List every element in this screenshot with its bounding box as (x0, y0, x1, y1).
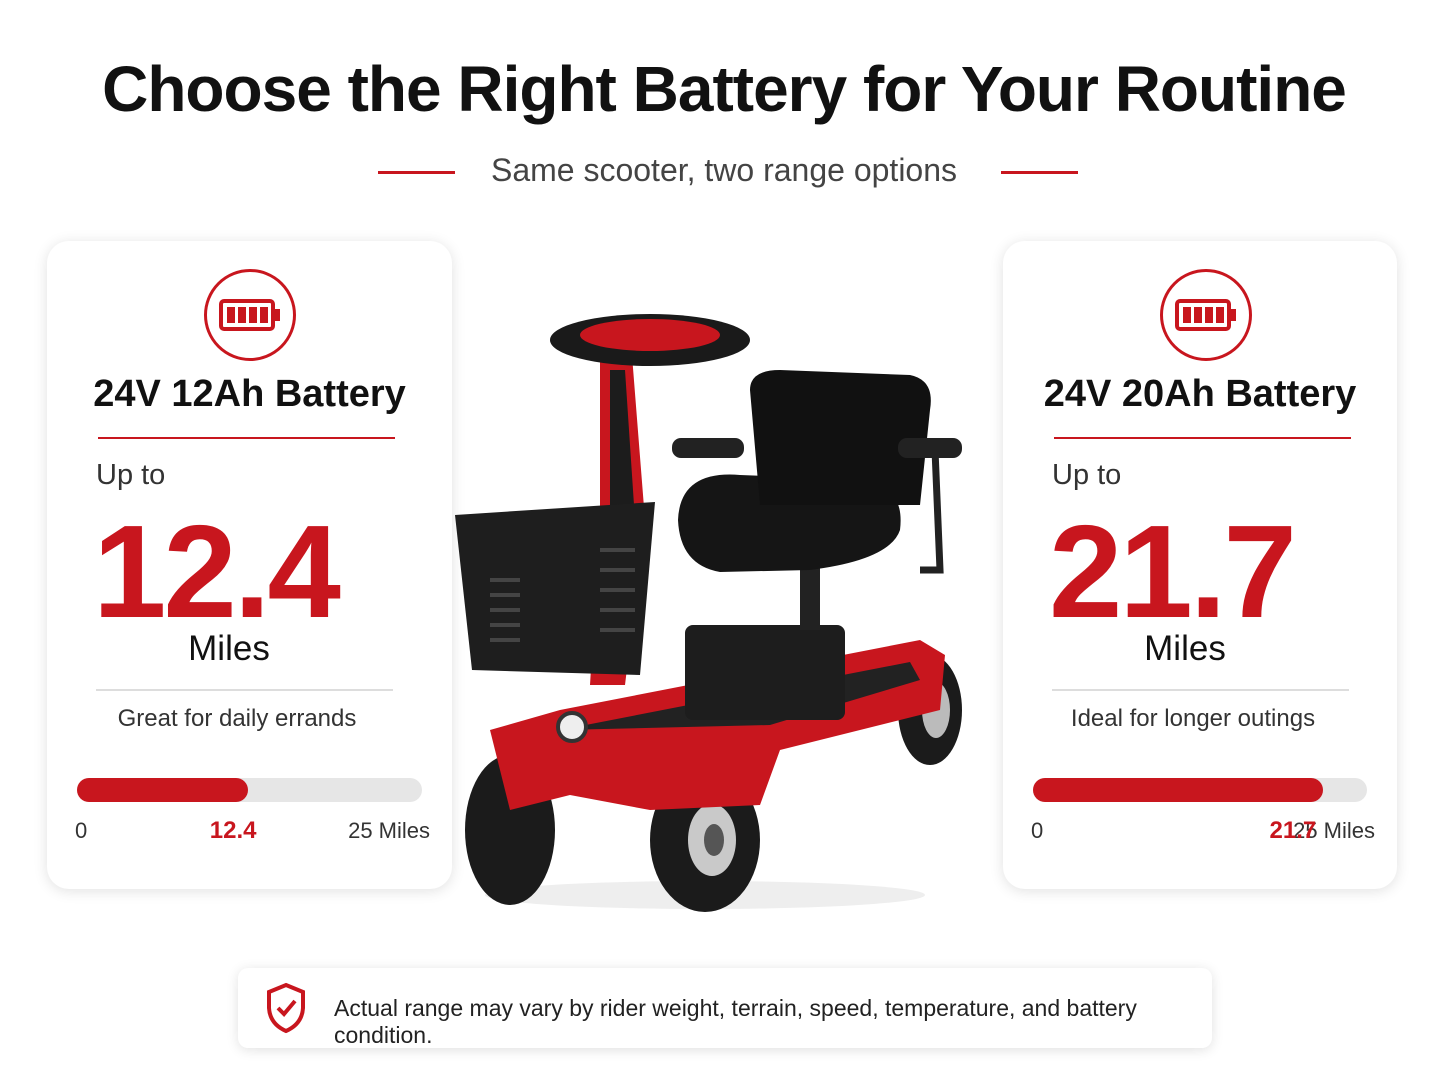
subtitle-rule (378, 171, 455, 174)
range-value: 12.4 (93, 498, 341, 645)
battery-card: 24V 12Ah Battery Up to 12.4 Miles Great for … (47, 241, 452, 889)
divider (96, 689, 393, 691)
battery-name: 24V 20Ah Battery (1043, 373, 1357, 415)
range-track (1033, 778, 1367, 802)
shield-icon (267, 982, 305, 1034)
divider (1052, 689, 1349, 691)
battery-icon (1160, 269, 1252, 361)
battery-glyph (1175, 299, 1236, 331)
disclaimer-box: Actual range may vary by rider weight, t… (238, 968, 1212, 1048)
range-note: Ideal for longer outings (1070, 705, 1316, 732)
range-lead: Up to (96, 459, 166, 491)
battery-card: 24V 20Ah Battery Up to 21.7 Miles Ideal for … (1003, 241, 1397, 889)
title: Choose the Right Battery for Your Routin… (102, 53, 1347, 125)
divider (1054, 437, 1351, 439)
range-bar-label: 12.4 (209, 817, 257, 844)
scale-min: 0 (1031, 818, 1044, 843)
scooter-illustration (455, 314, 962, 912)
disclaimer-text: Actual range may vary by rider weight, t… (334, 995, 1137, 1048)
scale-max: 25 Miles (1293, 818, 1375, 843)
range-lead: Up to (1052, 459, 1122, 491)
range-track (77, 778, 422, 802)
range-bar-label: 21.7 (1269, 817, 1317, 844)
battery-icon (204, 269, 296, 361)
range-unit: Miles (1144, 629, 1226, 668)
battery-name: 24V 12Ah Battery (93, 373, 406, 415)
range-bar (77, 778, 249, 802)
range-unit: Miles (188, 629, 270, 668)
range-bar (1033, 778, 1323, 802)
range-note: Great for daily errands (117, 705, 357, 732)
divider (98, 437, 395, 439)
scale-max: 25 Miles (348, 818, 430, 843)
subtitle: Same scooter, two range options (490, 152, 958, 188)
subtitle-rule (1001, 171, 1078, 174)
battery-glyph (219, 299, 280, 331)
range-value: 21.7 (1049, 498, 1297, 645)
scale-min: 0 (75, 818, 88, 843)
